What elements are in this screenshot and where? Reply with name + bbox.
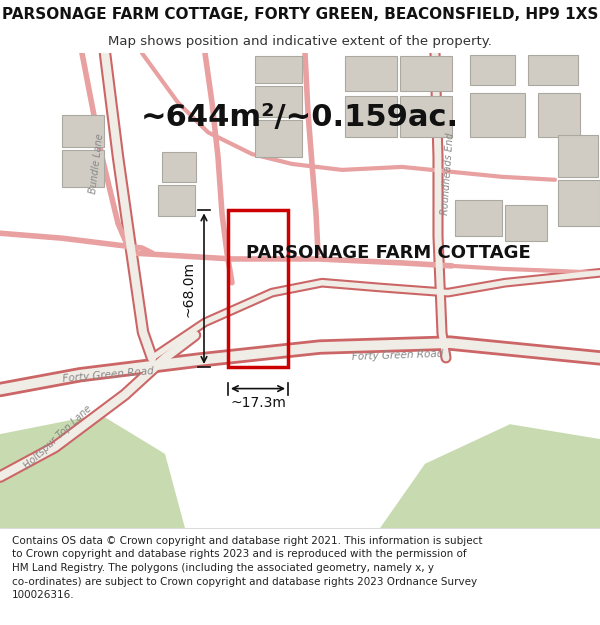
Polygon shape: [255, 56, 302, 82]
Polygon shape: [255, 121, 302, 157]
Polygon shape: [400, 56, 452, 91]
Text: PARSONAGE FARM COTTAGE, FORTY GREEN, BEACONSFIELD, HP9 1XS: PARSONAGE FARM COTTAGE, FORTY GREEN, BEA…: [2, 8, 598, 22]
Polygon shape: [558, 180, 600, 226]
Polygon shape: [538, 92, 580, 138]
Polygon shape: [558, 135, 598, 177]
Polygon shape: [470, 92, 525, 138]
Polygon shape: [62, 116, 104, 147]
Polygon shape: [528, 55, 578, 85]
Polygon shape: [505, 204, 547, 241]
Text: ~17.3m: ~17.3m: [230, 396, 286, 411]
Polygon shape: [380, 424, 600, 528]
Polygon shape: [158, 185, 195, 216]
Polygon shape: [62, 150, 104, 187]
Text: Map shows position and indicative extent of the property.: Map shows position and indicative extent…: [108, 35, 492, 48]
Polygon shape: [345, 56, 397, 91]
Text: PARSONAGE FARM COTTAGE: PARSONAGE FARM COTTAGE: [245, 244, 530, 262]
Text: ~68.0m: ~68.0m: [182, 261, 196, 317]
Text: Holtspur Top Lane: Holtspur Top Lane: [22, 403, 94, 471]
Text: Contains OS data © Crown copyright and database right 2021. This information is : Contains OS data © Crown copyright and d…: [12, 536, 482, 600]
Polygon shape: [455, 199, 502, 236]
Polygon shape: [255, 86, 302, 118]
Polygon shape: [0, 414, 185, 528]
Text: Forty Green Road: Forty Green Road: [352, 348, 444, 361]
Text: Roundheads End: Roundheads End: [440, 132, 456, 215]
Text: ~644m²/~0.159ac.: ~644m²/~0.159ac.: [141, 103, 459, 132]
Polygon shape: [400, 96, 452, 138]
Polygon shape: [470, 55, 515, 85]
Text: Bundle Lane: Bundle Lane: [88, 133, 106, 194]
Polygon shape: [345, 96, 397, 138]
Polygon shape: [162, 152, 196, 182]
Text: Forty Green Road: Forty Green Road: [62, 366, 154, 384]
